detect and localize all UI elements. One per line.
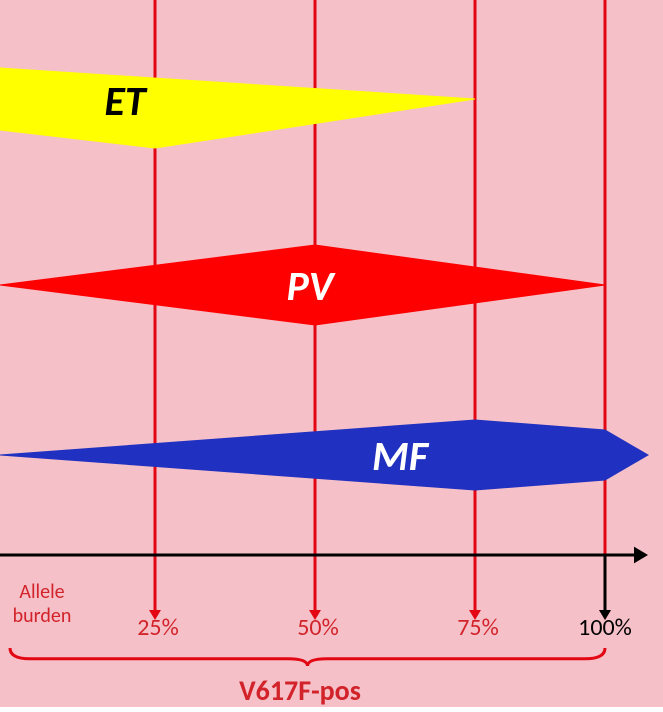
allele-label-2: burden	[13, 604, 72, 628]
diagram-root: ET PV MF 25% 50% 75% 100% Alleleburden V617F-pos	[0, 0, 663, 707]
tick-label-1: 50%	[297, 613, 338, 642]
allele-label-1: Allele	[19, 580, 64, 604]
tick-label-0: 25%	[137, 613, 178, 642]
tick-label-3: 100%	[578, 613, 632, 642]
shape-label-mf: MF	[372, 431, 430, 482]
shape-label-pv: PV	[287, 261, 337, 312]
brace-label: V617F-pos	[239, 673, 361, 707]
diagram-svg: ET PV MF 25% 50% 75% 100% Alleleburden V617F-pos	[0, 0, 663, 707]
tick-label-2: 75%	[457, 613, 498, 642]
shape-label-et: ET	[104, 76, 147, 127]
